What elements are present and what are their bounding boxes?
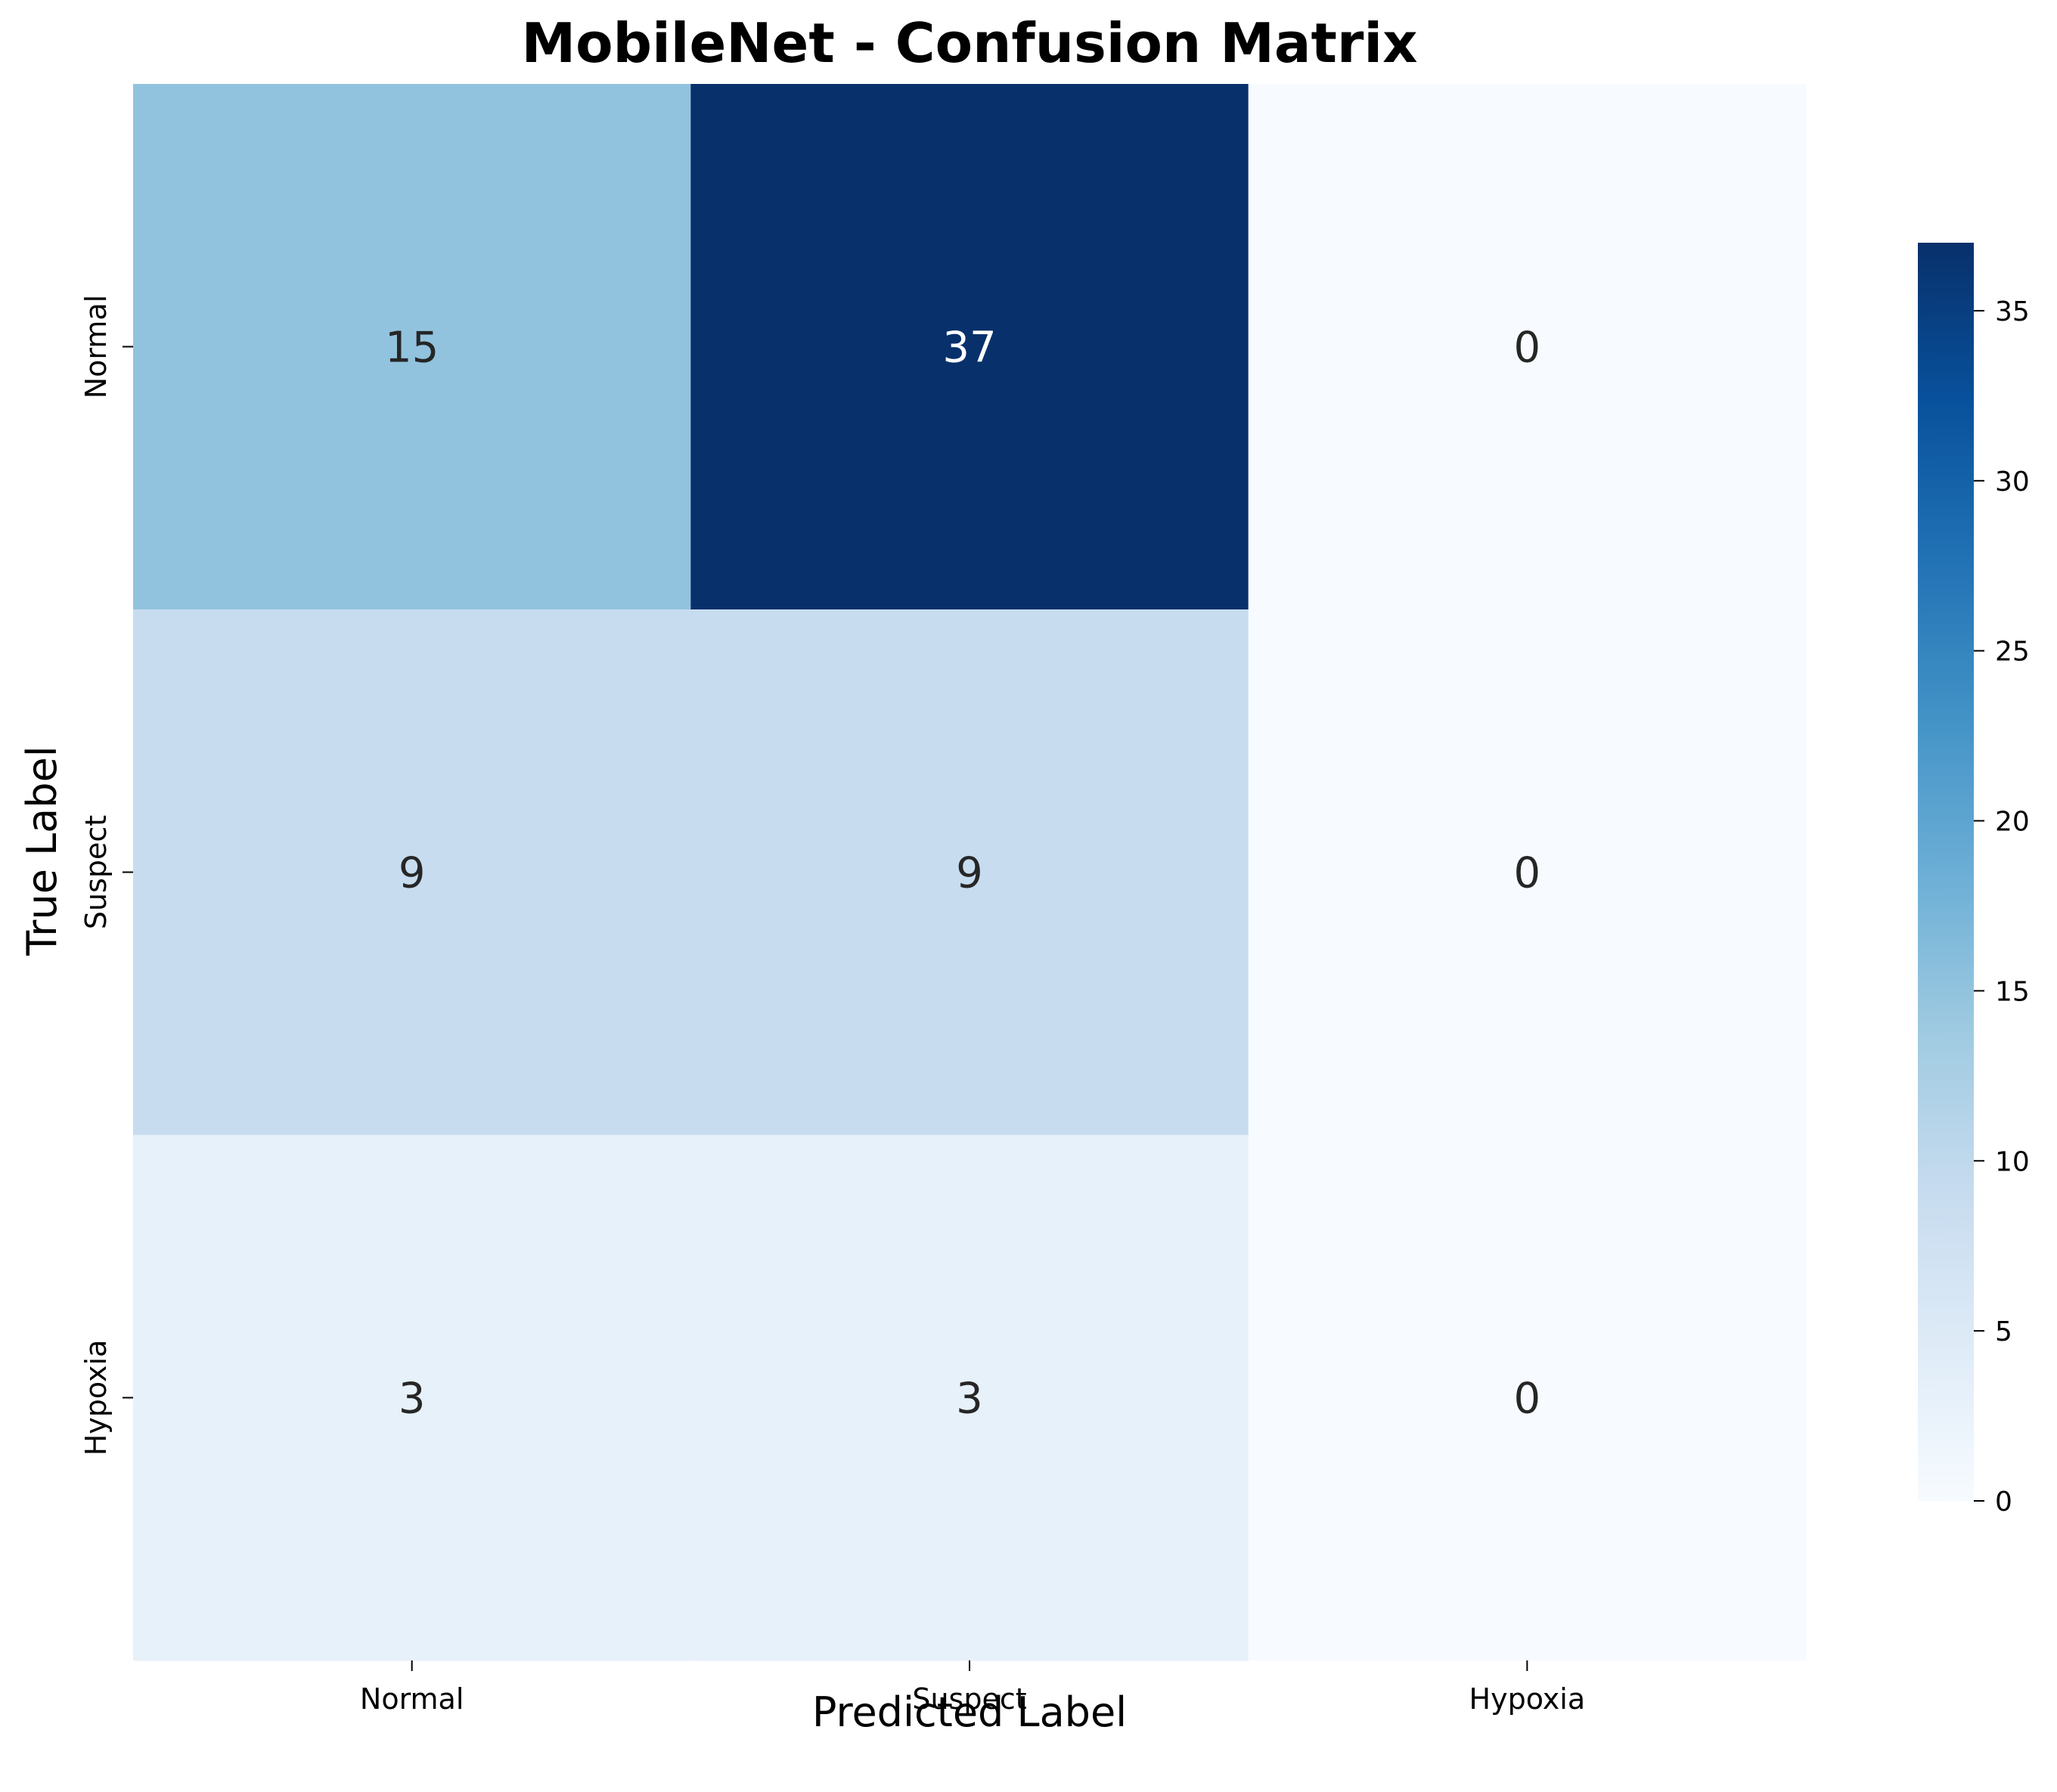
colorbar-tick-label: 15: [1995, 976, 2030, 1007]
heatmap-cell: [1248, 84, 1807, 610]
colorbar-tick-label: 35: [1995, 296, 2030, 327]
heatmap-cell: [133, 84, 691, 610]
heatmap-cells: [133, 84, 1807, 1661]
x-tick-label: Normal: [360, 1682, 464, 1716]
x-axis-ticks: Normal Suspect Hypoxia: [360, 1660, 1585, 1716]
heatmap-cell: [1248, 1135, 1807, 1661]
colorbar-ticks: 0 5 10 15 20 25 30 35: [1974, 296, 2030, 1518]
colorbar-tick-label: 25: [1995, 637, 2030, 668]
cell-value-label: 37: [942, 324, 996, 373]
colorbar-tick-label: 5: [1995, 1316, 2012, 1347]
colorbar: [1918, 243, 1974, 1501]
cell-annotations: 15 37 0 9 9 0 3 3 0: [385, 324, 1540, 1424]
cell-value-label: 0: [1514, 1375, 1541, 1424]
y-tick-label: Normal: [79, 295, 113, 399]
y-tick-label: Suspect: [79, 815, 113, 929]
cell-value-label: 3: [399, 1375, 426, 1424]
cell-value-label: 15: [385, 324, 439, 373]
y-tick-label: Hypoxia: [79, 1340, 113, 1456]
heatmap-cell: [133, 609, 691, 1136]
chart-title: MobileNet - Confusion Matrix: [521, 11, 1417, 75]
cell-value-label: 9: [399, 849, 426, 898]
heatmap-cell: [133, 1135, 691, 1661]
y-axis-label: True Label: [18, 746, 66, 956]
heatmap-cell: [690, 1135, 1249, 1661]
y-axis-ticks: Normal Suspect Hypoxia: [79, 295, 133, 1456]
colorbar-tick-label: 20: [1995, 807, 2030, 838]
colorbar-tick-label: 0: [1995, 1487, 2012, 1518]
x-tick-label: Suspect: [912, 1682, 1026, 1716]
colorbar-tick-label: 10: [1995, 1146, 2030, 1177]
cell-value-label: 9: [956, 849, 983, 898]
cell-value-label: 0: [1514, 849, 1541, 898]
x-axis-label: Predicted Label: [812, 1688, 1127, 1736]
cell-value-label: 3: [956, 1375, 983, 1424]
cell-value-label: 0: [1514, 324, 1541, 373]
x-tick-label: Hypoxia: [1469, 1682, 1586, 1716]
colorbar-tick-label: 30: [1995, 467, 2030, 498]
heatmap-cell: [690, 609, 1249, 1136]
heatmap-cell: [1248, 609, 1807, 1136]
heatmap-cell: [690, 84, 1249, 610]
